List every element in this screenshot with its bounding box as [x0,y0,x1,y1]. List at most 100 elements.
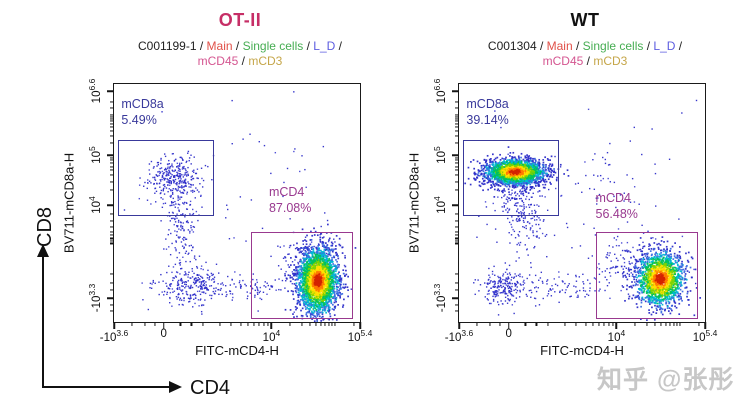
x-minor-tick [247,322,249,326]
x-major-tick [270,322,273,329]
x-minor-tick [219,322,221,326]
y-minor-tick [455,120,459,122]
plot-area-otii: FITC-mCD4-H BV711-mCD8a-H 106.6 105 104 -10… [62,79,373,358]
y-major-tick [452,90,459,92]
y-minor-tick [455,130,459,132]
gate-name: mCD4 [595,190,631,205]
x-minor-tick [230,322,232,326]
y-minor-tick [455,181,459,183]
y-minor-tick [110,114,114,116]
breadcrumb-separator: / [583,54,594,68]
x-tick-label: -103.6 [99,328,129,344]
gate-label-mcd4: mCD4 56.48% [596,190,638,222]
gate-name: mCD8a [121,96,164,111]
y-minor-tick [455,273,459,275]
breadcrumb-separator: / [675,39,683,53]
x-minor-tick [476,322,478,326]
cd8-axis-label: CD8 [34,207,56,247]
gate-mcd4 [595,231,699,320]
y-minor-tick [110,289,114,291]
breadcrumb-segment: mCD3 [248,54,283,68]
y-minor-tick [455,107,459,109]
y-minor-tick [110,181,114,183]
x-axis-label: FITC-mCD4-H [195,343,279,358]
x-minor-tick [489,322,491,326]
x-minor-tick [634,322,636,326]
y-minor-tick [455,282,459,284]
x-minor-tick [258,322,260,326]
x-minor-tick [669,322,671,326]
x-minor-tick [301,322,303,326]
x-minor-tick [585,322,587,326]
gate-percentage: 87.08% [268,200,312,215]
breadcrumb-separator: / [572,39,583,53]
x-minor-tick [131,322,133,326]
x-minor-tick [353,322,355,326]
breadcrumb-separator: / [196,39,207,53]
y-minor-tick [110,273,114,275]
y-minor-tick [110,310,114,312]
breadcrumb-separator: / [232,39,243,53]
breadcrumb-segment: mCD3 [593,54,628,68]
y-minor-tick [455,289,459,291]
scatter-canvas-wt [459,84,705,322]
breadcrumb-segment: L_D [313,39,336,53]
y-minor-tick [110,282,114,284]
x-minor-tick [575,322,577,326]
x-minor-tick [253,322,255,326]
y-tick-label: 105 [432,146,448,165]
y-minor-tick [110,130,114,132]
y-tick-label: -103.3 [432,283,448,313]
x-minor-tick [334,322,336,326]
x-tick-label: 105.4 [347,328,373,344]
x-minor-tick [547,322,549,326]
watermark: 知乎 @张彤 [597,366,735,394]
y-minor-tick [455,310,459,312]
y-minor-tick [110,169,114,171]
y-minor-tick [110,226,114,228]
y-minor-tick [110,189,114,191]
x-minor-tick [698,322,700,326]
panel-otii: OT-II C001199-1 / Main / Single cells / … [62,0,400,404]
y-minor-tick [110,135,114,137]
x-minor-tick [289,322,291,326]
y-minor-tick [110,120,114,122]
x-minor-tick [240,322,242,326]
y-major-tick [107,90,114,92]
y-minor-tick [110,231,114,233]
y-tick-label: 106.6 [432,78,448,104]
y-minor-tick [455,126,459,128]
y-minor-tick [455,240,459,242]
breadcrumb-segment: Single cells [242,39,304,53]
y-minor-tick [455,234,459,236]
x-minor-tick [202,322,204,326]
x-tick-label: -103.6 [444,328,474,344]
x-minor-tick [598,322,600,326]
plot-area-wt: FITC-mCD4-H BV711-mCD8a-H 106.6 105 104 -10… [407,79,718,358]
x-minor-tick [190,322,193,326]
gate-percentage: 5.49% [121,112,157,127]
y-minor-tick [455,116,459,118]
x-major-tick [615,322,618,329]
x-minor-tick [144,322,146,326]
breadcrumb-separator: / [536,39,547,53]
x-axis-label: FITC-mCD4-H [540,343,624,358]
x-tick-label: 105.4 [692,328,718,344]
breadcrumb-otii: C001199-1 / Main / Single cells / L_D / m… [56,39,424,69]
y-major-tick [452,154,459,157]
y-minor-tick [455,242,459,244]
x-tick-label: 0 [160,328,167,340]
y-minor-tick [110,240,114,242]
y-minor-tick [455,189,459,191]
breadcrumb-separator: / [238,54,249,68]
breadcrumb-segment: mCD45 [542,54,584,68]
breadcrumb-segment: Single cells [582,39,644,53]
y-minor-tick [455,162,459,164]
y-minor-tick [110,220,114,222]
x-minor-tick [603,322,605,326]
y-minor-tick [110,123,114,125]
y-minor-tick [110,142,114,144]
y-minor-tick [455,166,459,168]
up-arrowhead-icon [37,244,49,257]
